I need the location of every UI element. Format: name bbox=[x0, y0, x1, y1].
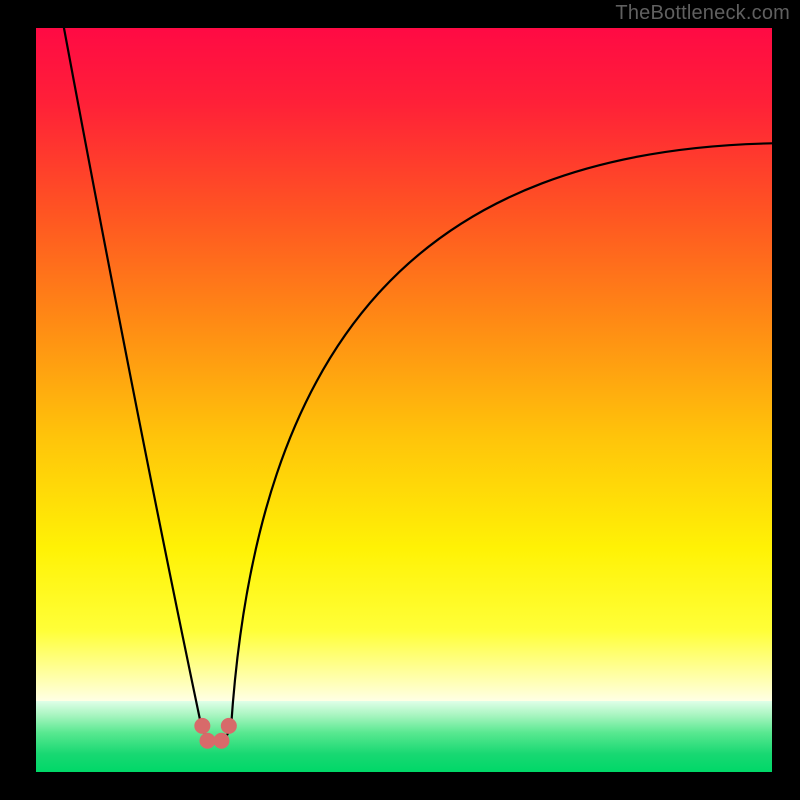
valley-marker bbox=[199, 733, 215, 749]
chart-container: TheBottleneck.com bbox=[0, 0, 800, 800]
valley-marker bbox=[221, 718, 237, 734]
curve-layer bbox=[36, 28, 772, 772]
valley-marker bbox=[194, 718, 210, 734]
bottleneck-curve bbox=[64, 28, 772, 744]
valley-marker bbox=[213, 733, 229, 749]
watermark-text: TheBottleneck.com bbox=[615, 2, 790, 25]
plot-area bbox=[36, 28, 772, 772]
